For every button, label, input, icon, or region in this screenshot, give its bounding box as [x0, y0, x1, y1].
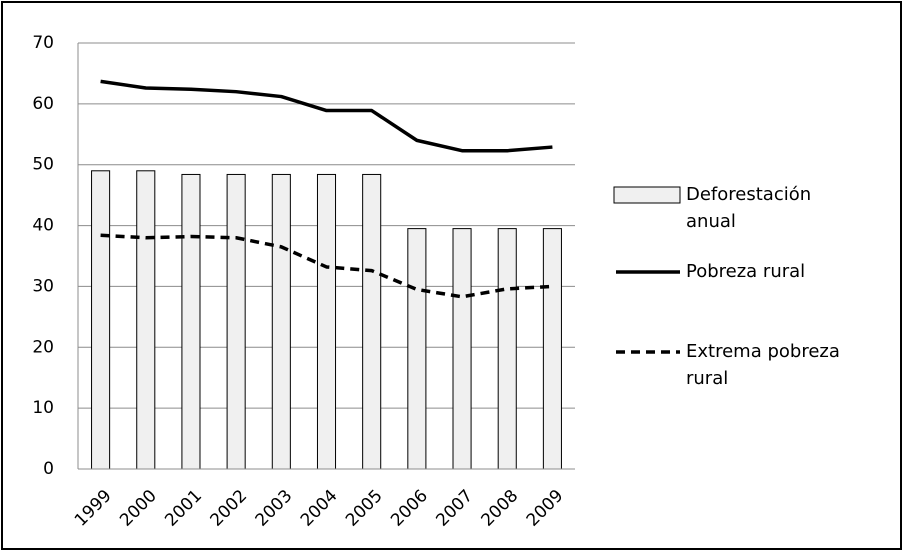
x-tick-label: 2005: [342, 486, 387, 531]
x-tick-label: 1999: [71, 486, 116, 531]
legend-item: Deforestación anual: [612, 181, 897, 235]
bar: [316, 173, 337, 470]
legend-swatch: [616, 270, 680, 274]
legend-label: Pobreza rural: [686, 261, 806, 282]
x-tick-label: 2000: [116, 486, 161, 531]
bar: [452, 228, 472, 470]
bar: [362, 173, 382, 470]
bar: [407, 228, 427, 470]
legend-item: Pobreza rural: [612, 258, 897, 285]
x-tick-label: 2009: [523, 486, 568, 531]
bar: [542, 228, 562, 470]
y-tick-label: 50: [32, 155, 54, 175]
y-tick-label: 70: [32, 33, 54, 53]
y-tick-label: 30: [32, 276, 54, 296]
x-tick-label: 2001: [161, 486, 206, 531]
bar: [136, 170, 156, 470]
line: [100, 233, 553, 299]
legend-label: Deforestación anual: [686, 184, 812, 232]
legend-box: [613, 186, 681, 204]
legend-label: Extrema pobreza rural: [686, 341, 840, 389]
x-tick-label: 2008: [478, 486, 523, 531]
bar: [271, 173, 291, 470]
legend-swatch: [613, 186, 681, 204]
line: [100, 79, 553, 153]
x-tick-label: 2007: [432, 486, 477, 531]
y-tick-label: 40: [32, 216, 54, 236]
y-tick-label: 20: [32, 337, 54, 357]
x-tick-label: 2003: [252, 486, 297, 531]
legend-item: Extrema pobreza rural: [612, 338, 897, 392]
x-tick-label: 2006: [387, 486, 432, 531]
bar: [226, 173, 246, 470]
y-tick-label: 10: [32, 398, 54, 418]
bar: [181, 173, 201, 470]
y-tick-label: 60: [32, 94, 54, 114]
legend-swatch: [616, 350, 680, 354]
y-tick-label: 0: [43, 459, 54, 479]
x-tick-label: 2002: [206, 486, 251, 531]
bar: [497, 228, 517, 470]
x-tick-label: 2004: [297, 486, 342, 531]
bar: [91, 170, 111, 470]
